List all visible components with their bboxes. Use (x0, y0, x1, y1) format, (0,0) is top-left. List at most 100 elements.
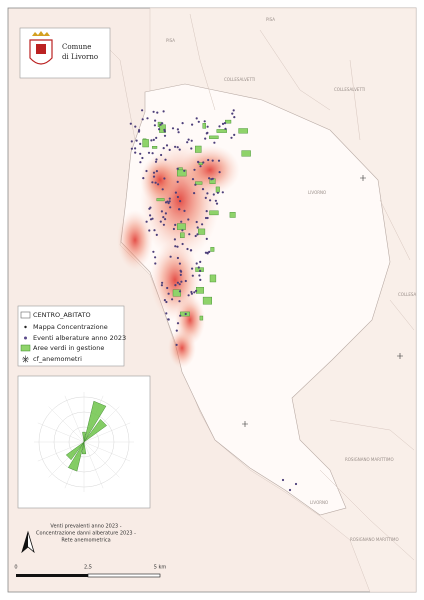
event-dot (195, 262, 198, 265)
event-dot (183, 209, 186, 212)
event-dot (196, 233, 199, 236)
event-dot (150, 139, 153, 142)
event-dot (135, 139, 138, 142)
event-dot (176, 281, 179, 284)
event-dot (281, 478, 285, 482)
event-dot (206, 131, 209, 134)
event-dot (159, 123, 162, 126)
event-dot (199, 260, 202, 263)
place-label: COLLESA (398, 292, 417, 297)
event-dot (147, 151, 151, 154)
event-dot (153, 229, 156, 232)
event-dot (176, 245, 179, 248)
event-dot (294, 482, 298, 486)
event-dot (213, 141, 216, 144)
legend-box (17, 305, 125, 367)
anemometers (242, 175, 403, 427)
event-dot (154, 181, 157, 184)
event-dot (189, 249, 192, 252)
event-dot (207, 158, 210, 162)
rose-spoke (83, 441, 120, 478)
event-dot (181, 229, 184, 232)
event-dot (153, 124, 156, 127)
green-area (198, 228, 206, 235)
event-dot (137, 130, 141, 133)
place-label: PISA (166, 38, 175, 43)
heat-blob (117, 210, 153, 270)
event-dot (160, 153, 163, 157)
roads (99, 13, 415, 561)
event-dot (154, 256, 157, 259)
event-dot (233, 133, 236, 136)
event-dot (152, 250, 155, 253)
event-dot (194, 183, 197, 186)
scale-label: 5 km (154, 565, 167, 571)
event-dot (164, 158, 167, 161)
green-area (241, 150, 251, 157)
event-dot (181, 242, 184, 246)
event-dot (208, 177, 211, 180)
event-dot (208, 250, 211, 253)
event-dot (166, 200, 169, 203)
event-dot (139, 142, 142, 145)
green-area (202, 296, 213, 305)
event-dot (171, 127, 175, 130)
event-dot (190, 292, 193, 295)
event-dot (155, 136, 158, 139)
green-area (198, 162, 203, 165)
event-dot (196, 226, 199, 229)
event-dot (203, 120, 206, 123)
wind-rose (34, 392, 134, 492)
rose-spoke (83, 441, 104, 489)
event-dot (206, 192, 209, 195)
event-dot (146, 117, 149, 120)
event-dot (214, 199, 217, 202)
event-dot (157, 183, 160, 186)
event-dot (209, 199, 212, 202)
rose-spoke (37, 422, 85, 443)
event-dot (218, 171, 221, 174)
event-dot (161, 281, 164, 284)
rose-petal (68, 441, 85, 472)
rose-spoke (64, 395, 85, 443)
green-area (215, 186, 220, 193)
event-dot (195, 117, 198, 120)
event-dot (167, 318, 170, 321)
event-dot (152, 110, 155, 113)
event-dot (156, 111, 159, 114)
event-dot (187, 294, 190, 297)
legend-label: Aree verdi in gestione (33, 344, 104, 352)
event-dot (204, 137, 207, 140)
place-label: LIVORNO (308, 190, 326, 195)
event-dot (162, 223, 165, 226)
event-dot (168, 200, 171, 203)
event-dot (195, 220, 198, 224)
event-dot (221, 122, 225, 125)
event-dot (130, 147, 133, 150)
event-dot (232, 109, 235, 112)
event-dot (176, 322, 180, 325)
place-label: COLLESALVETTI (224, 77, 255, 82)
event-dot (145, 220, 148, 223)
caption: Venti prevalenti anno 2023 - (50, 524, 121, 530)
green-area (180, 232, 185, 239)
green-area (209, 135, 219, 139)
event-dot (141, 156, 144, 160)
event-dot (155, 158, 158, 161)
event-dot (187, 138, 190, 141)
green-area (176, 223, 186, 230)
event-dot (176, 146, 179, 149)
event-dot (149, 206, 152, 209)
place-label: COLLESALVETTI (334, 87, 365, 92)
event-dot (152, 175, 156, 178)
event-dot (176, 256, 179, 260)
event-dot (212, 193, 215, 196)
event-dot (199, 165, 202, 168)
event-dot (164, 212, 167, 215)
logo-title: di Livorno (62, 53, 98, 61)
event-dot (163, 177, 166, 180)
legend-label: Eventi alberature anno 2023 (33, 334, 126, 342)
legend-swatch (20, 344, 31, 352)
event-dot (210, 178, 213, 181)
event-dot (191, 123, 194, 126)
